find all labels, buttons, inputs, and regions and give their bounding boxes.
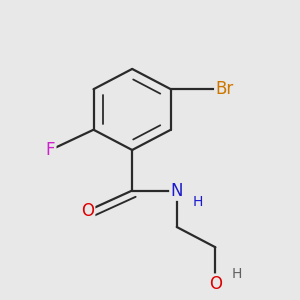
Text: H: H bbox=[193, 195, 203, 208]
Text: F: F bbox=[46, 141, 55, 159]
Text: O: O bbox=[209, 275, 222, 293]
Text: N: N bbox=[170, 182, 183, 200]
Text: H: H bbox=[232, 267, 242, 281]
Text: O: O bbox=[81, 202, 94, 220]
Text: Br: Br bbox=[215, 80, 234, 98]
